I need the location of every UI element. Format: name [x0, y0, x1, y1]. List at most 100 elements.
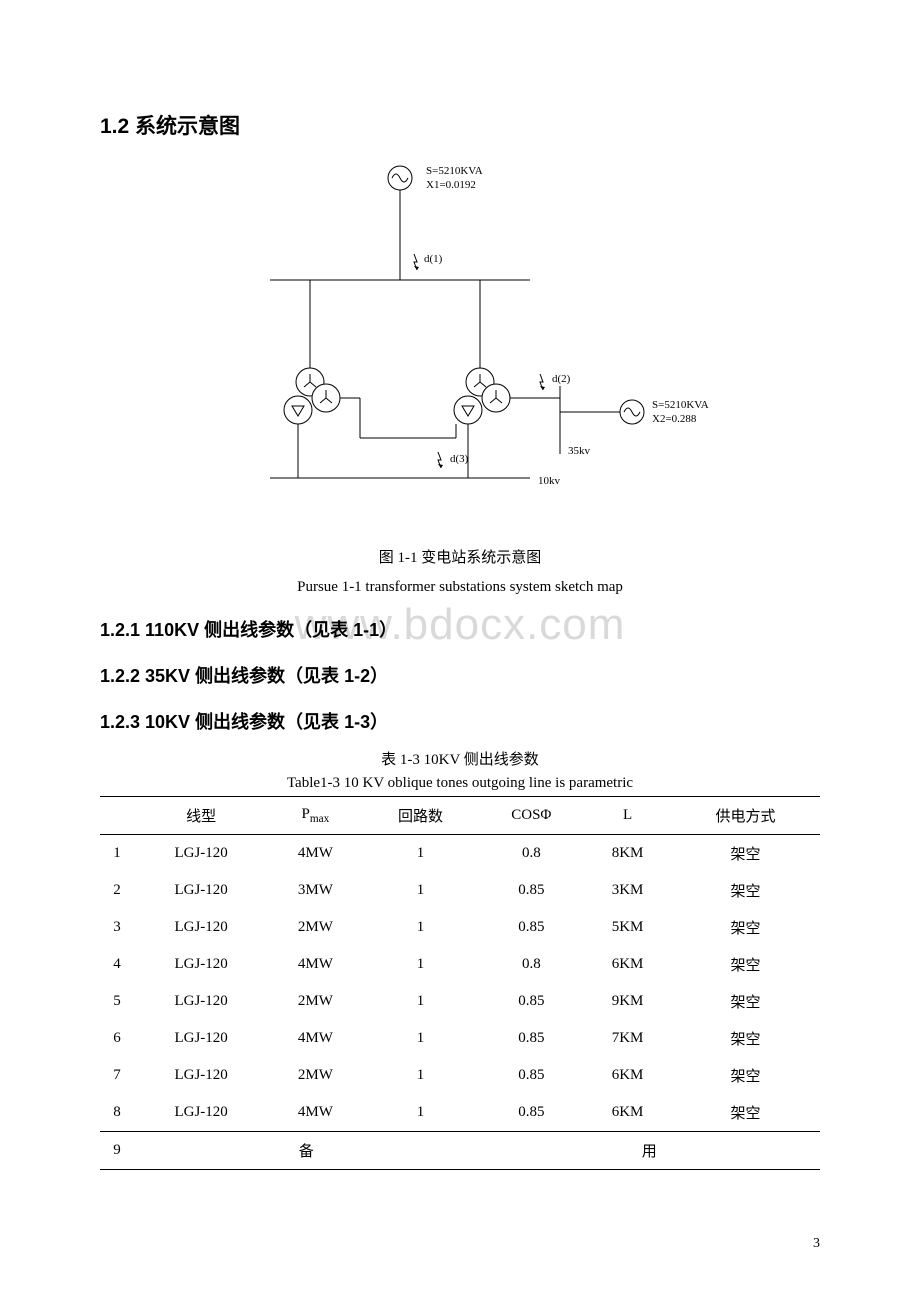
fault-d2-label: d(2) [552, 373, 571, 385]
table-cell: LGJ-120 [134, 872, 268, 909]
table-cell: 0.85 [479, 909, 584, 946]
table-cell: 3MW [268, 872, 362, 909]
table-row: 3LGJ-1202MW10.855KM架空 [100, 909, 820, 946]
table-cell: LGJ-120 [134, 1057, 268, 1094]
transformer-1-icon [284, 368, 340, 424]
table-cell: 0.8 [479, 946, 584, 983]
table-cell: 9 [100, 1132, 134, 1170]
table-cell: 5 [100, 983, 134, 1020]
table-cell: 0.8 [479, 835, 584, 873]
table-cell: 0.85 [479, 872, 584, 909]
table-cell: 4 [100, 946, 134, 983]
col-cos: COSΦ [479, 797, 584, 835]
table-cell: 架空 [671, 1094, 820, 1132]
table-cell: 1 [362, 1094, 478, 1132]
table-cell: 6KM [584, 1057, 671, 1094]
transformer-2-icon [454, 368, 510, 424]
table-cell: 1 [362, 835, 478, 873]
table-cell: 架空 [671, 835, 820, 873]
table-cell: LGJ-120 [134, 946, 268, 983]
table-cell: 4MW [268, 835, 362, 873]
table-cell: LGJ-120 [134, 1094, 268, 1132]
table-header-row: 线型 Pmax 回路数 COSΦ L 供电方式 [100, 797, 820, 835]
table-cell: 0.85 [479, 1020, 584, 1057]
col-index [100, 797, 134, 835]
table-row: 8LGJ-1204MW10.856KM架空 [100, 1094, 820, 1132]
col-pmax-sub: max [310, 813, 329, 825]
table-title-en: Table1-3 10 KV oblique tones outgoing li… [100, 775, 820, 792]
bus-10-label: 10kv [538, 475, 561, 487]
table-cell: 8 [100, 1094, 134, 1132]
subsection-1: 1.2.1 110KV 侧出线参数（见表 1-1） [100, 616, 820, 642]
table-cell: 5KM [584, 909, 671, 946]
table-cell: 2MW [268, 909, 362, 946]
table-cell: 1 [362, 983, 478, 1020]
table-cell: 1 [362, 909, 478, 946]
table-cell: 0.85 [479, 1057, 584, 1094]
params-table: 线型 Pmax 回路数 COSΦ L 供电方式 1LGJ-1204MW10.88… [100, 796, 820, 1170]
table-cell: 架空 [671, 1057, 820, 1094]
table-cell: 6KM [584, 946, 671, 983]
gen-top-s: S=5210KVA [426, 165, 483, 177]
table-cell: 备 [134, 1132, 479, 1170]
table-cell: 4MW [268, 1094, 362, 1132]
gen-right-s: S=5210KVA [652, 399, 709, 411]
table-cell: 2 [100, 872, 134, 909]
table-cell: 4MW [268, 946, 362, 983]
table-cell: LGJ-120 [134, 983, 268, 1020]
fault-d3-label: d(3) [450, 453, 469, 465]
subsection-2: 1.2.2 35KV 侧出线参数（见表 1-2） [100, 662, 820, 688]
bus-35-label: 35kv [568, 445, 591, 457]
col-mode: 供电方式 [671, 797, 820, 835]
table-cell: 0.85 [479, 983, 584, 1020]
table-cell: 1 [362, 946, 478, 983]
section-heading: 1.2 系统示意图 [100, 110, 820, 140]
section-title-text: 系统示意图 [135, 115, 240, 138]
table-cell: 1 [362, 1020, 478, 1057]
col-pmax: Pmax [268, 797, 362, 835]
col-loops: 回路数 [362, 797, 478, 835]
table-cell: 架空 [671, 872, 820, 909]
col-pmax-p: P [302, 806, 310, 822]
gen-top-x: X1=0.0192 [426, 179, 476, 191]
table-cell: 架空 [671, 1020, 820, 1057]
table-cell: 3KM [584, 872, 671, 909]
diagram-svg: S=5210KVA X1=0.0192 d(1) [200, 158, 720, 518]
gen-right-x: X2=0.288 [652, 413, 697, 425]
table-cell: 用 [479, 1132, 820, 1170]
table-row-reserve: 9备用 [100, 1132, 820, 1170]
table-cell: 4MW [268, 1020, 362, 1057]
table-cell: 1 [100, 835, 134, 873]
table-cell: LGJ-120 [134, 1020, 268, 1057]
table-cell: 6 [100, 1020, 134, 1057]
page-number: 3 [813, 1236, 820, 1252]
table-row: 2LGJ-1203MW10.853KM架空 [100, 872, 820, 909]
table-cell: 架空 [671, 983, 820, 1020]
table-cell: 8KM [584, 835, 671, 873]
sine-icon [392, 174, 408, 182]
document-page: 1.2 系统示意图 S=5210KVA X1=0.0192 d(1) [0, 0, 920, 1210]
table-cell: 7 [100, 1057, 134, 1094]
table-row: 7LGJ-1202MW10.856KM架空 [100, 1057, 820, 1094]
table-row: 5LGJ-1202MW10.859KM架空 [100, 983, 820, 1020]
table-cell: 9KM [584, 983, 671, 1020]
table-cell: 2MW [268, 1057, 362, 1094]
table-cell: LGJ-120 [134, 835, 268, 873]
table-row: 1LGJ-1204MW10.88KM架空 [100, 835, 820, 873]
table-cell: 1 [362, 1057, 478, 1094]
figure-caption-en: Pursue 1-1 transformer substations syste… [100, 579, 820, 596]
table-cell: 7KM [584, 1020, 671, 1057]
system-diagram: S=5210KVA X1=0.0192 d(1) [100, 158, 820, 518]
fault-d1-label: d(1) [424, 253, 443, 265]
table-cell: 0.85 [479, 1094, 584, 1132]
table-cell: LGJ-120 [134, 909, 268, 946]
table-cell: 1 [362, 872, 478, 909]
subsection-3: 1.2.3 10KV 侧出线参数（见表 1-3） [100, 708, 820, 734]
table-cell: 架空 [671, 909, 820, 946]
col-type: 线型 [134, 797, 268, 835]
table-row: 6LGJ-1204MW10.857KM架空 [100, 1020, 820, 1057]
col-l: L [584, 797, 671, 835]
table-cell: 6KM [584, 1094, 671, 1132]
table-cell: 3 [100, 909, 134, 946]
table-title-cn: 表 1-3 10KV 侧出线参数 [100, 748, 820, 769]
